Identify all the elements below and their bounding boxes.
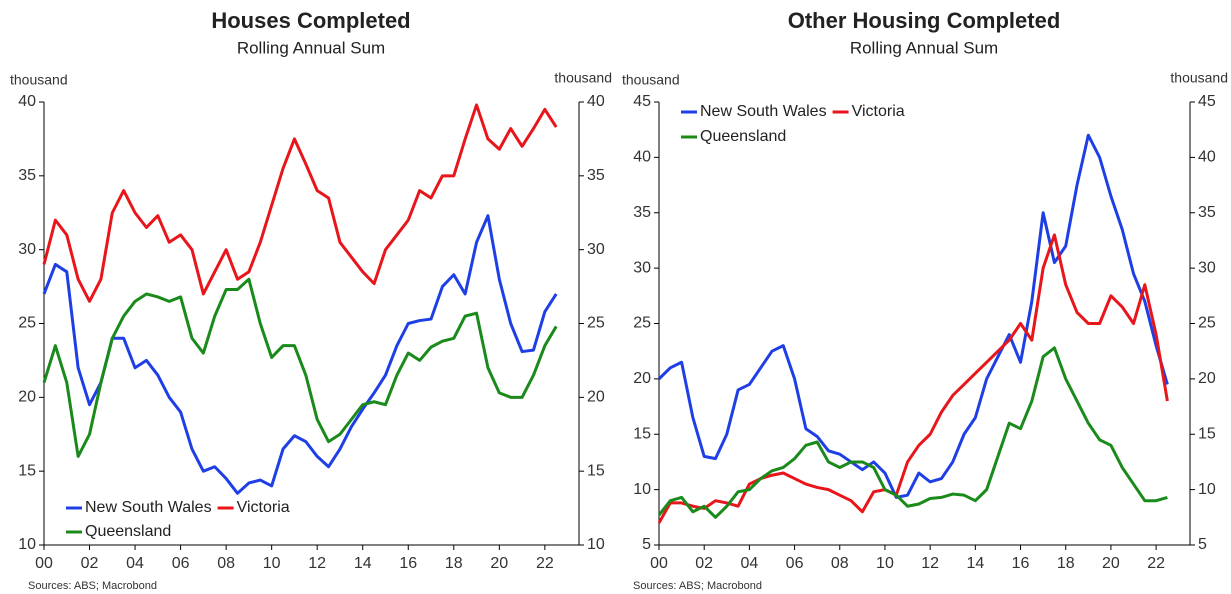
y2-tick-label: 20 xyxy=(587,389,605,406)
x-tick-label: 20 xyxy=(1102,555,1120,572)
legend-label: Queensland xyxy=(700,128,786,145)
y-tick-label: 45 xyxy=(633,93,651,110)
y2-tick-label: 5 xyxy=(1198,536,1207,553)
y2-tick-label: 30 xyxy=(587,241,605,258)
y2-tick-label: 30 xyxy=(1198,259,1216,276)
x-tick-label: 16 xyxy=(1012,555,1030,572)
y-tick-label: 15 xyxy=(18,462,36,479)
y2-tick-label: 35 xyxy=(1198,204,1216,221)
y2-axis-unit: thousand xyxy=(1170,70,1228,86)
y2-tick-label: 40 xyxy=(587,93,605,110)
y-tick-label: 15 xyxy=(633,425,651,442)
series-line xyxy=(657,346,1168,519)
legend-label: Queensland xyxy=(85,523,171,540)
y-tick-label: 30 xyxy=(633,259,651,276)
x-tick-label: 10 xyxy=(263,555,281,572)
series-line xyxy=(657,133,1169,499)
source-note: Sources: ABS; Macrobond xyxy=(28,580,157,592)
y2-tick-label: 15 xyxy=(587,462,605,479)
legend-label: Victoria xyxy=(237,499,290,516)
x-tick-label: 18 xyxy=(445,555,463,572)
legend-label: Victoria xyxy=(852,103,905,120)
y-tick-label: 35 xyxy=(18,167,36,184)
y-tick-label: 5 xyxy=(642,536,651,553)
source-note: Sources: ABS; Macrobond xyxy=(633,580,762,592)
x-tick-label: 04 xyxy=(740,555,758,572)
y2-tick-label: 15 xyxy=(1198,425,1216,442)
y2-tick-label: 25 xyxy=(587,315,605,332)
y-tick-label: 35 xyxy=(633,204,651,221)
x-tick-label: 18 xyxy=(1057,555,1075,572)
x-tick-label: 12 xyxy=(921,555,939,572)
x-tick-label: 14 xyxy=(354,555,372,572)
y-tick-label: 20 xyxy=(18,389,36,406)
y-tick-label: 40 xyxy=(633,149,651,166)
y-tick-label: 10 xyxy=(633,481,651,498)
chart-subtitle: Rolling Annual Sum xyxy=(237,38,385,57)
y-tick-label: 30 xyxy=(18,241,36,258)
series-line xyxy=(657,233,1169,524)
x-tick-label: 00 xyxy=(650,555,668,572)
y-tick-label: 20 xyxy=(633,370,651,387)
y2-tick-label: 10 xyxy=(587,536,605,553)
x-tick-label: 22 xyxy=(536,555,554,572)
x-tick-label: 08 xyxy=(831,555,849,572)
y2-tick-label: 40 xyxy=(1198,149,1216,166)
y-tick-label: 10 xyxy=(18,536,36,553)
y2-axis-unit: thousand xyxy=(554,70,612,86)
x-tick-label: 10 xyxy=(876,555,894,572)
x-tick-label: 12 xyxy=(308,555,326,572)
legend-label: New South Wales xyxy=(85,499,212,516)
y2-tick-label: 25 xyxy=(1198,315,1216,332)
legend-label: New South Wales xyxy=(700,103,827,120)
x-tick-label: 08 xyxy=(217,555,235,572)
y2-tick-label: 35 xyxy=(587,167,605,184)
chart-title: Other Housing Completed xyxy=(788,8,1061,33)
y-tick-label: 25 xyxy=(18,315,36,332)
x-tick-label: 00 xyxy=(35,555,53,572)
x-tick-label: 02 xyxy=(81,555,99,572)
x-tick-label: 22 xyxy=(1147,555,1165,572)
y-axis-unit: thousand xyxy=(622,72,680,88)
y2-tick-label: 10 xyxy=(1198,481,1216,498)
y-tick-label: 25 xyxy=(633,315,651,332)
chart-title: Houses Completed xyxy=(211,8,410,33)
chart: Other Housing Completed Rolling Annual Su… xyxy=(622,8,1228,592)
x-tick-label: 06 xyxy=(172,555,190,572)
series-line xyxy=(42,103,558,303)
y2-tick-label: 45 xyxy=(1198,93,1216,110)
y2-tick-label: 20 xyxy=(1198,370,1216,387)
x-tick-label: 16 xyxy=(399,555,417,572)
x-tick-label: 02 xyxy=(695,555,713,572)
x-tick-label: 04 xyxy=(126,555,144,572)
x-tick-label: 14 xyxy=(966,555,984,572)
series-line xyxy=(42,277,558,458)
series-line xyxy=(42,214,558,495)
chart-subtitle: Rolling Annual Sum xyxy=(850,38,998,57)
chart: Houses Completed Rolling Annual Sum thousa… xyxy=(10,8,612,592)
x-tick-label: 20 xyxy=(490,555,508,572)
y-axis-unit: thousand xyxy=(10,72,68,88)
y-tick-label: 40 xyxy=(18,93,36,110)
x-tick-label: 06 xyxy=(786,555,804,572)
